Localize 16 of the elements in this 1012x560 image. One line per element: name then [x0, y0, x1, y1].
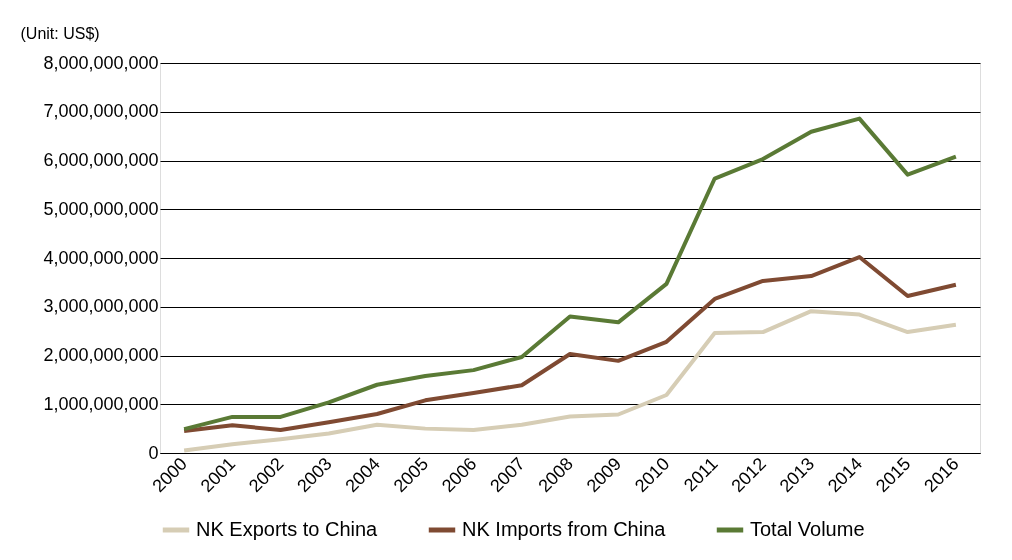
legend-label: Total Volume [750, 518, 865, 540]
legend-label: NK Exports to China [196, 518, 379, 540]
y-tick-label: 1,000,000,000 [43, 393, 159, 414]
y-tick-label: 3,000,000,000 [43, 296, 159, 317]
y-tick-label: 8,000,000,000 [43, 52, 159, 73]
y-tick-label: 0 [148, 442, 159, 463]
legend-label: NK Imports from China [462, 518, 667, 540]
y-tick-label: 7,000,000,000 [43, 101, 159, 122]
line-series [182, 309, 958, 453]
line-series [182, 116, 958, 432]
y-tick-label: 5,000,000,000 [43, 198, 159, 219]
y-tick-label: 4,000,000,000 [43, 247, 159, 268]
y-axis-title: (Unit: US$) [20, 24, 100, 42]
y-tick-label: 2,000,000,000 [43, 345, 159, 365]
y-tick-label: 6,000,000,000 [43, 150, 159, 170]
line-series [182, 255, 958, 434]
